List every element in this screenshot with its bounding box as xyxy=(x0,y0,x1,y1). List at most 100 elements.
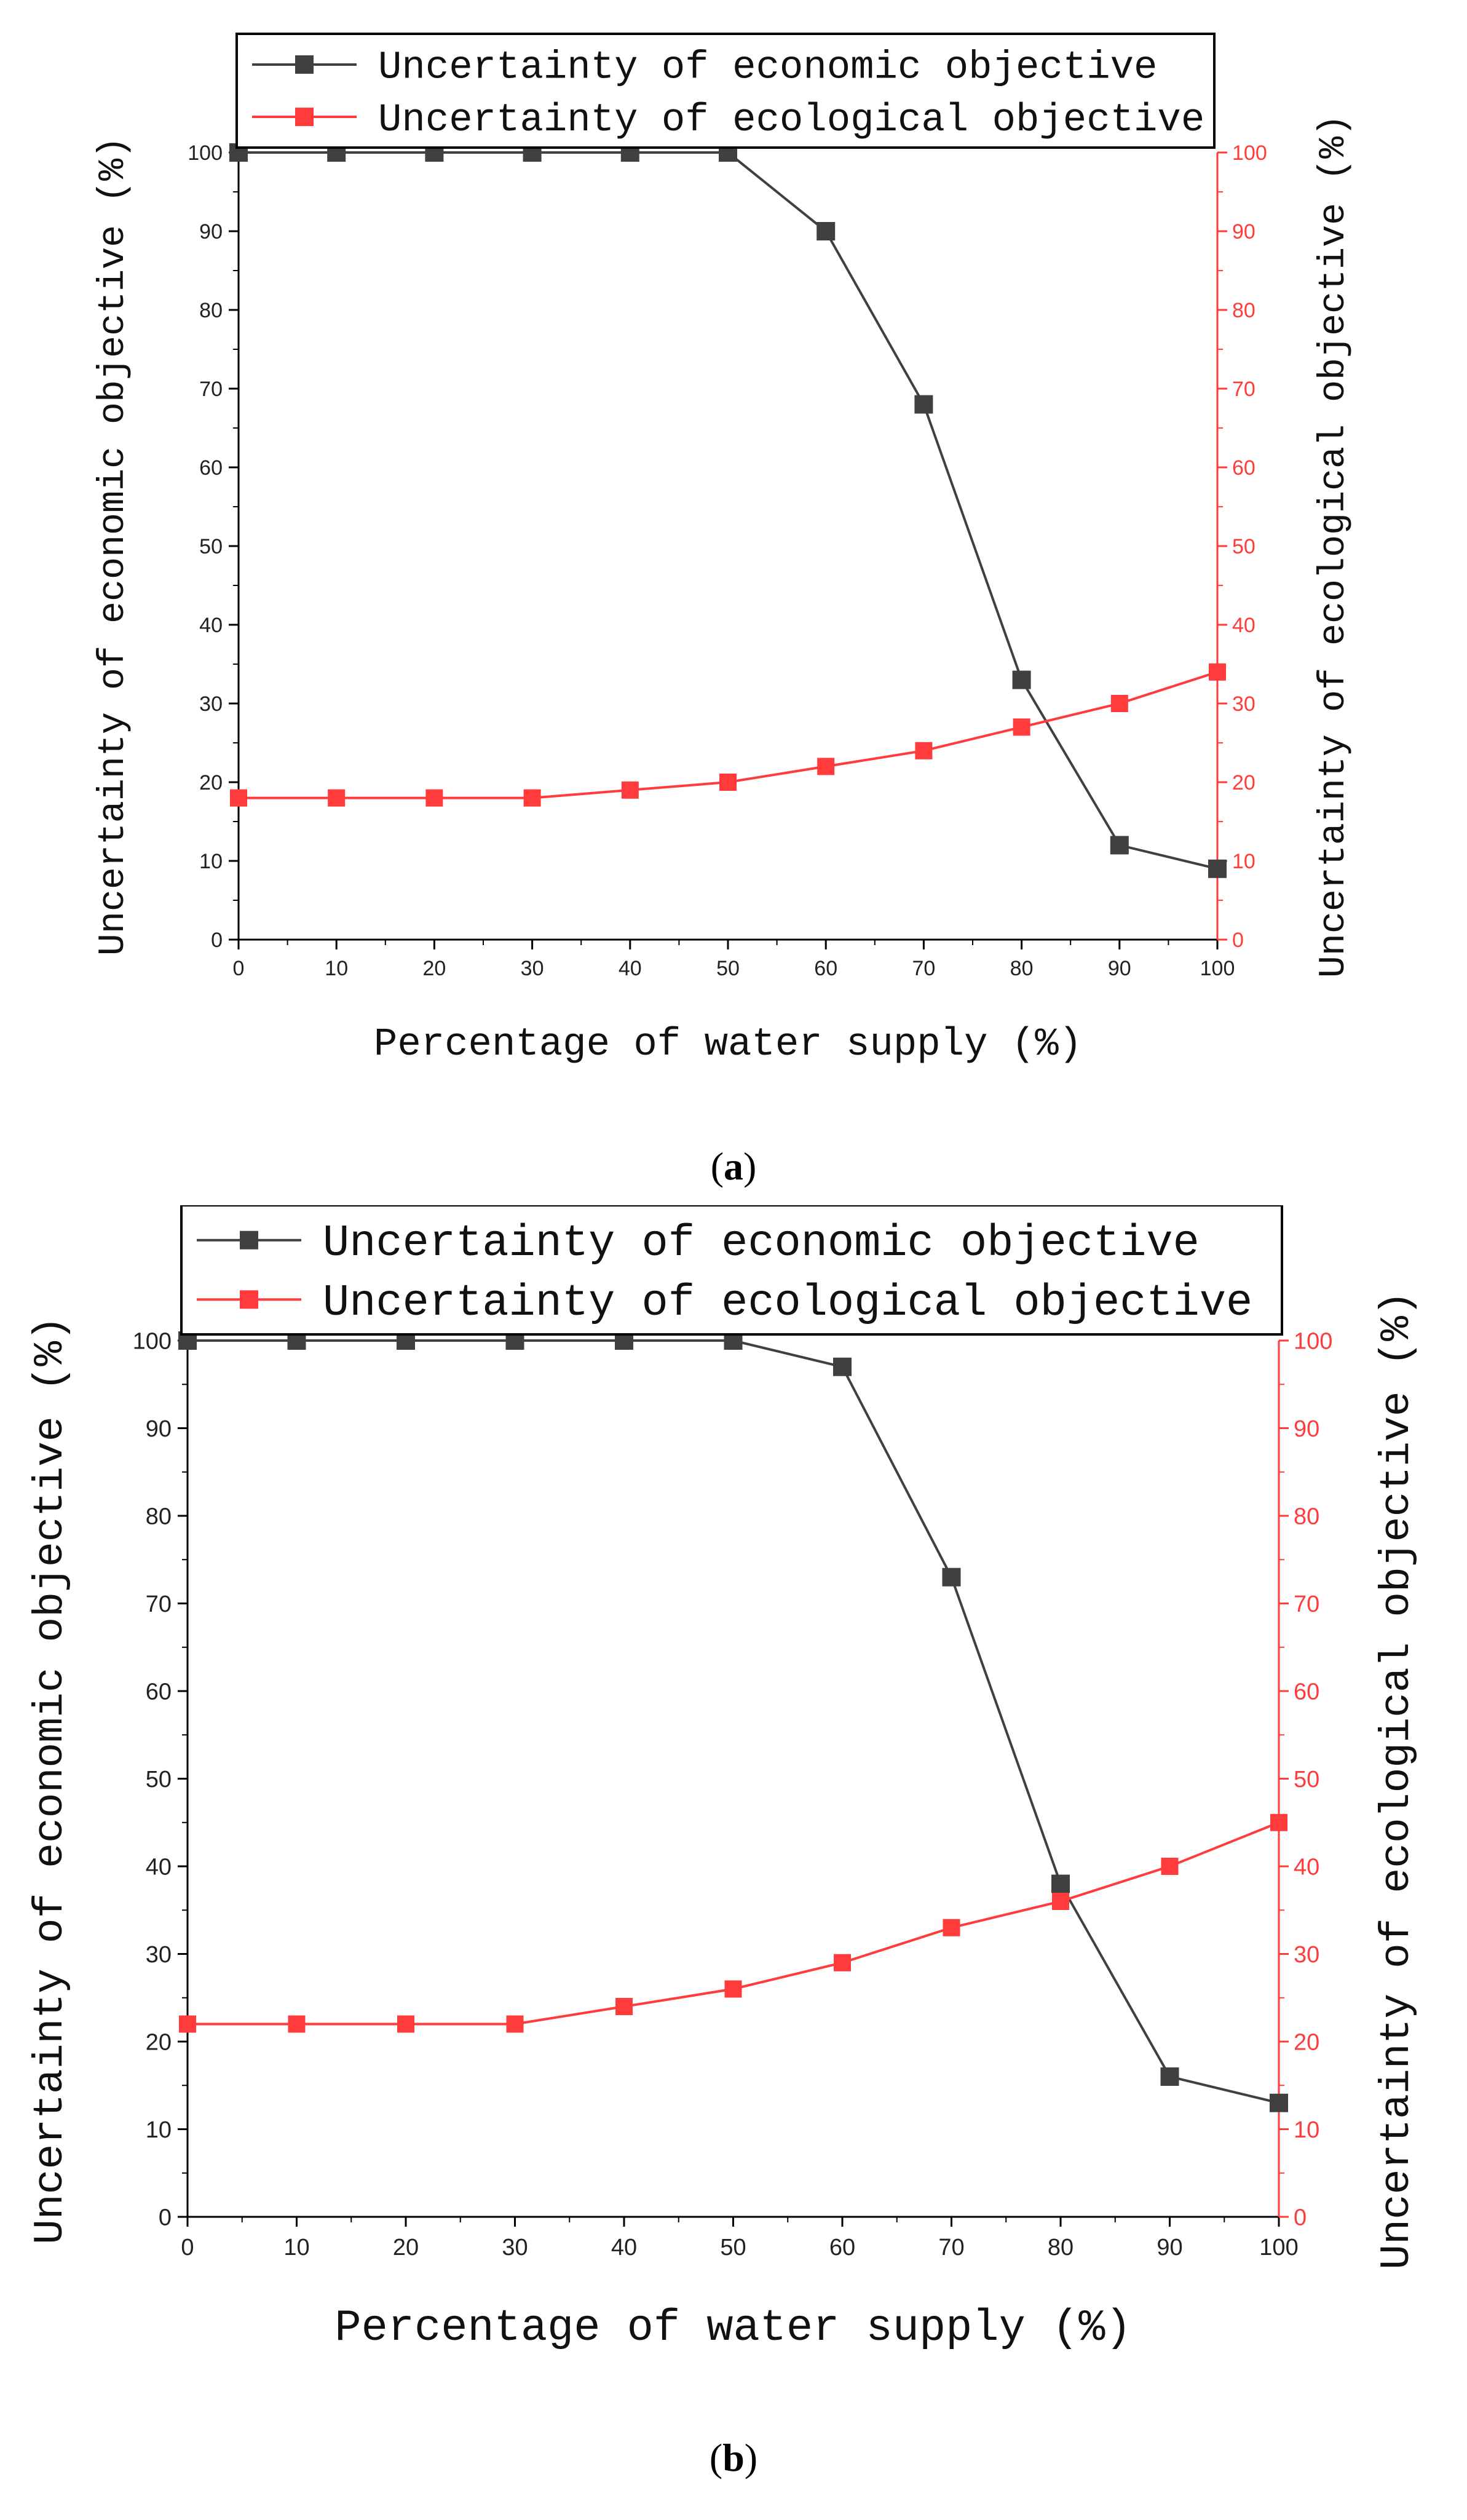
y-left-tick-label: 80 xyxy=(146,1504,172,1529)
series-ecological-point xyxy=(523,789,541,807)
x-tick-label: 100 xyxy=(1200,957,1235,980)
series-ecological-point xyxy=(719,774,737,791)
y-axis-left-label: Uncertainty of economic objective (%) xyxy=(93,137,135,956)
chart-panel-b: 0 10 20 30 40 50 60 70 80 90 100 0 0 10 10 20 20 30 30 40 40… xyxy=(0,1205,1467,2520)
y-axis-right-label: Uncertainty of ecological objective (%) xyxy=(1374,1291,1421,2269)
y-right-tick-label: 10 xyxy=(1232,850,1255,873)
x-tick-label: 50 xyxy=(720,2235,746,2260)
x-tick-label: 10 xyxy=(325,957,348,980)
x-axis-label: Percentage of water supply (%) xyxy=(374,1023,1082,1067)
series-ecological-point xyxy=(179,2015,196,2033)
series-economic-line xyxy=(239,151,1218,870)
y-left-tick-label: 0 xyxy=(159,2205,172,2230)
y-right-tick-label: 90 xyxy=(1294,1416,1319,1442)
series-ecological-point xyxy=(397,2015,414,2033)
y-left-tick-label: 40 xyxy=(146,1854,172,1880)
y-right-tick-label: 90 xyxy=(1232,220,1255,244)
y-left-tick-label: 50 xyxy=(146,1767,172,1793)
y-left-tick-label: 70 xyxy=(146,1591,172,1617)
y-left-tick-label: 60 xyxy=(199,456,223,480)
y-right-tick-label: 50 xyxy=(1232,535,1255,558)
y-right-tick-label: 40 xyxy=(1232,614,1255,637)
y-right-tick-label: 30 xyxy=(1294,1942,1319,1968)
series-economic-point xyxy=(1110,836,1129,855)
series-ecological-point xyxy=(328,789,346,807)
legend-ecological-marker xyxy=(295,108,314,127)
chart-panel-a: 0 10 20 30 40 50 60 70 80 90 100 0 0 10 10 20 20 30 30 40 40… xyxy=(0,0,1467,1205)
x-tick-label: 20 xyxy=(422,957,446,980)
y-right-tick-label: 10 xyxy=(1294,2117,1319,2143)
y-left-tick-label: 90 xyxy=(146,1416,172,1442)
y-right-tick-label: 50 xyxy=(1294,1767,1319,1793)
y-right-tick-label: 70 xyxy=(1294,1591,1319,1617)
y-left-tick-label: 50 xyxy=(199,535,223,558)
x-tick-label: 0 xyxy=(181,2235,194,2260)
legend-ecological-label: Uncertainty of ecological objective xyxy=(323,1278,1252,1328)
series-ecological-point xyxy=(621,781,639,799)
series-ecological-point xyxy=(615,1998,633,2015)
legend-economic-marker xyxy=(295,55,314,74)
x-tick-label: 100 xyxy=(1259,2235,1298,2260)
series-ecological-point xyxy=(915,742,933,759)
y-right-tick-label: 80 xyxy=(1232,299,1255,322)
y-right-tick-label: 40 xyxy=(1294,1854,1319,1880)
y-left-tick-label: 30 xyxy=(199,692,223,716)
legend-box xyxy=(180,1205,1283,1336)
x-tick-label: 80 xyxy=(1010,957,1034,980)
y-left-tick-label: 60 xyxy=(146,1679,172,1705)
series-ecological-point xyxy=(724,1980,742,1998)
legend-box xyxy=(235,33,1216,149)
series-economic-point xyxy=(1160,2067,1179,2086)
y-right-tick-label: 20 xyxy=(1294,2029,1319,2055)
y-right-tick-label: 100 xyxy=(1294,1328,1332,1354)
y-left-tick-label: 90 xyxy=(199,220,223,244)
caption-a: (a) xyxy=(710,1144,757,1188)
x-tick-label: 40 xyxy=(619,957,642,980)
series-ecological-point xyxy=(834,1954,851,1971)
y-right-tick-label: 20 xyxy=(1232,771,1255,794)
y-right-tick-label: 0 xyxy=(1294,2205,1307,2230)
x-tick-label: 0 xyxy=(233,957,245,980)
series-ecological-point xyxy=(1209,663,1226,681)
x-tick-label: 90 xyxy=(1108,957,1131,980)
y-left-tick-label: 10 xyxy=(146,2117,172,2143)
y-left-tick-label: 20 xyxy=(199,771,223,794)
series-ecological-point xyxy=(1161,1858,1179,1875)
x-tick-label: 70 xyxy=(912,957,935,980)
y-left-tick-label: 40 xyxy=(199,614,223,637)
x-tick-label: 10 xyxy=(283,2235,309,2260)
series-ecological-point xyxy=(506,2015,524,2033)
series-ecological-point xyxy=(817,758,835,775)
series-economic-point xyxy=(1208,859,1227,878)
series-economic-point xyxy=(1051,1874,1070,1893)
x-tick-label: 70 xyxy=(938,2235,964,2260)
y-right-tick-label: 60 xyxy=(1232,456,1255,480)
legend-ecological-label: Uncertainty of ecological objective xyxy=(378,98,1204,143)
y-left-tick-label: 0 xyxy=(211,929,223,952)
caption-b: (b) xyxy=(709,2436,758,2479)
y-left-tick-label: 70 xyxy=(199,378,223,401)
series-economic-point xyxy=(914,395,933,414)
y-right-tick-label: 30 xyxy=(1232,692,1255,716)
y-left-tick-label: 20 xyxy=(146,2029,172,2055)
y-left-tick-label: 100 xyxy=(188,141,223,165)
y-left-tick-label: 100 xyxy=(133,1328,172,1354)
y-right-tick-label: 100 xyxy=(1232,141,1267,165)
series-ecological-point xyxy=(1052,1893,1069,1910)
legend-economic-label: Uncertainty of economic objective xyxy=(378,46,1157,90)
legend-economic-label: Uncertainty of economic objective xyxy=(323,1218,1200,1269)
series-ecological-point xyxy=(425,789,443,807)
legend-ecological-marker xyxy=(240,1290,258,1309)
x-tick-label: 60 xyxy=(829,2235,855,2260)
y-right-tick-label: 80 xyxy=(1294,1504,1319,1529)
y-right-tick-label: 60 xyxy=(1294,1679,1319,1705)
series-ecological-point xyxy=(1013,718,1030,736)
series-ecological-point xyxy=(230,789,247,807)
series-ecological-point xyxy=(1110,695,1128,712)
series-ecological-point xyxy=(943,1919,960,1936)
y-right-tick-label: 70 xyxy=(1232,378,1255,401)
y-axis-right-label: Uncertainty of ecological objective (%) xyxy=(1313,114,1355,978)
legend-economic-marker xyxy=(240,1230,258,1250)
series-economic-point xyxy=(1012,670,1031,689)
series-ecological-point xyxy=(1270,1813,1287,1831)
